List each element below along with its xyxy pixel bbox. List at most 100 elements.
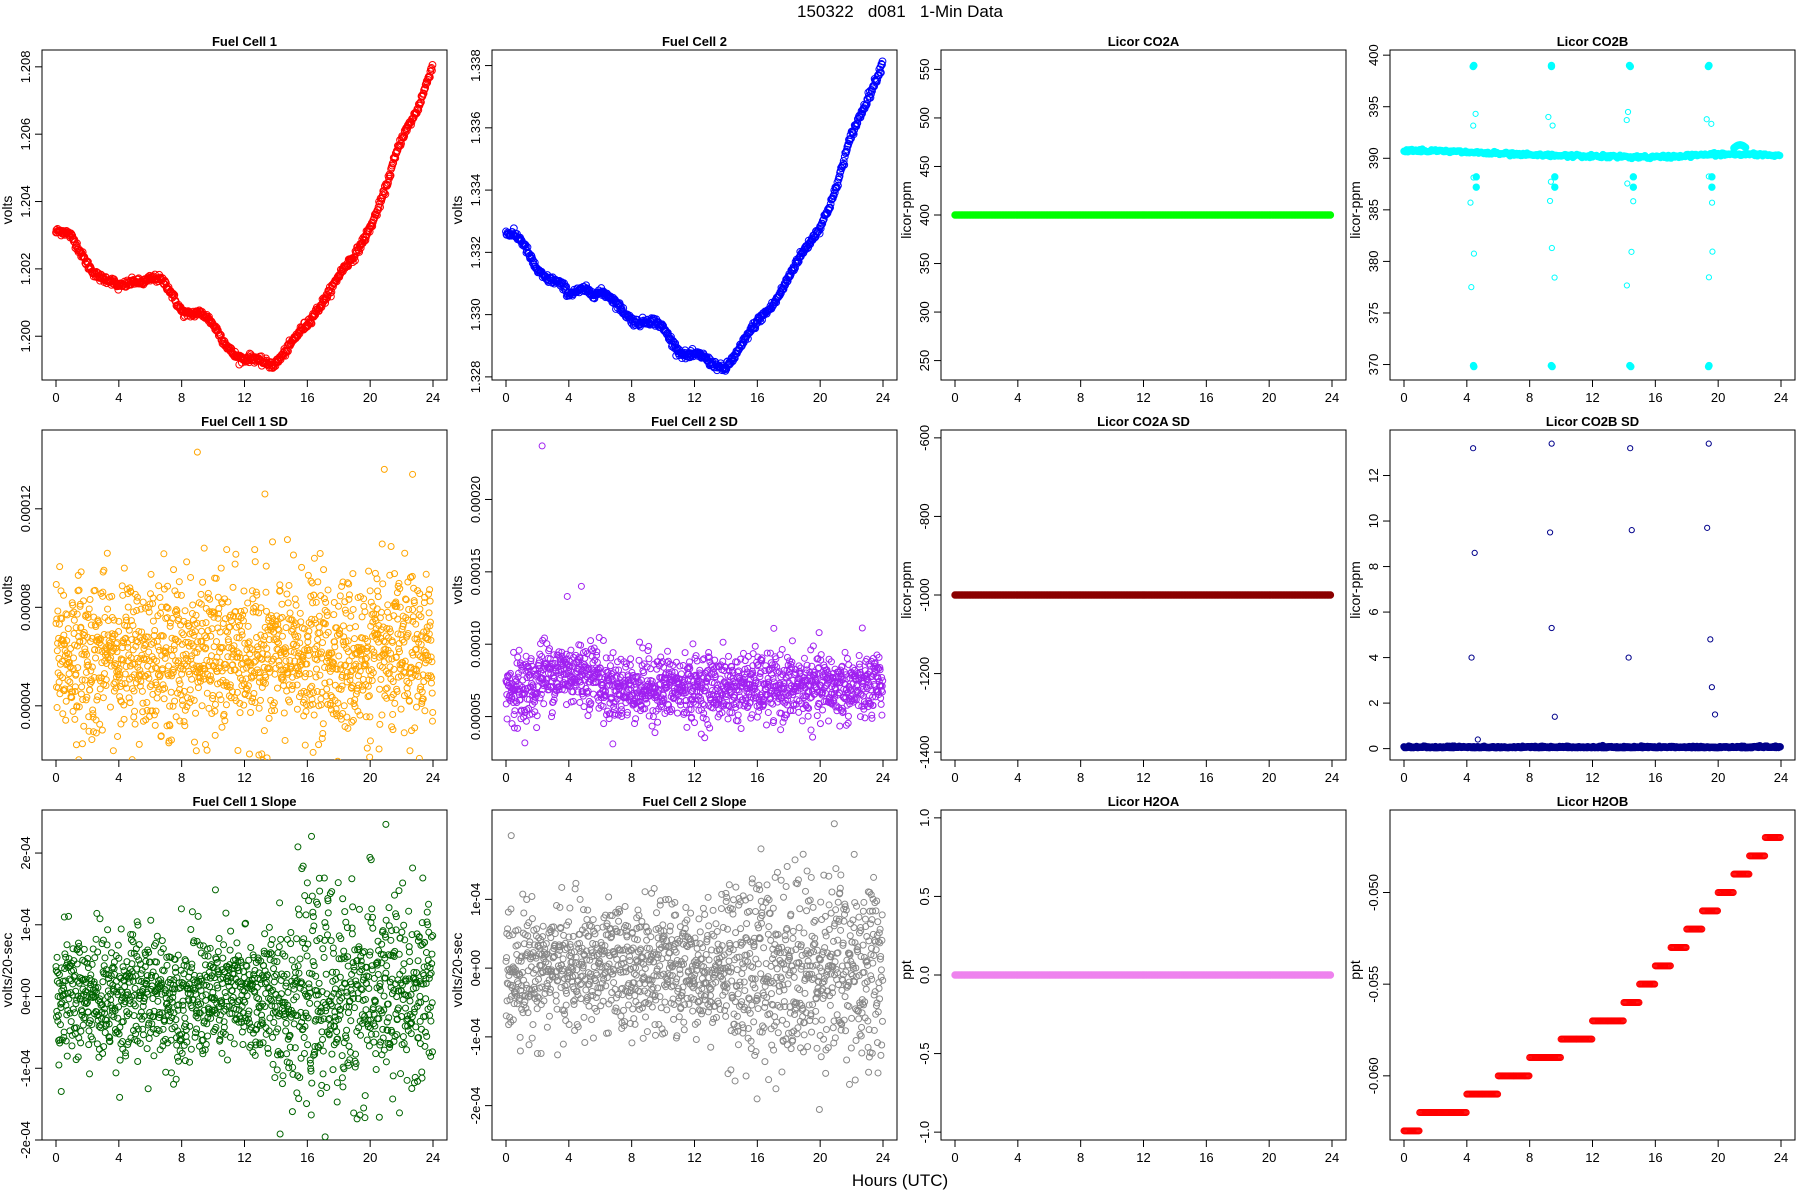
data-point [701,734,709,742]
data-point [223,546,231,554]
data-point [224,598,232,606]
data-point [406,747,414,755]
data-point [163,614,171,622]
y-tick-label: 0.00004 [18,682,33,729]
data-point [282,664,290,672]
data-point [236,699,244,707]
data-point [315,741,323,749]
data-point [375,638,383,646]
y-axis-label: volts [449,196,465,225]
data-point [402,595,410,603]
data-point [1470,122,1477,129]
data-point [1472,183,1480,191]
data-point [788,664,796,672]
data-point [737,655,745,663]
data-point [632,715,640,723]
data-point [1705,274,1713,281]
data-point [124,603,132,611]
data-point [1624,108,1632,116]
data-point [337,685,345,693]
data-point [816,224,825,233]
data-point [365,692,373,700]
data-point [375,745,383,753]
data-point [387,542,395,550]
data-point [704,667,712,675]
data-point [71,641,79,649]
data-point [1624,180,1631,187]
data-point [194,684,202,692]
data-point [533,724,541,732]
plot-frame [41,49,448,381]
data-point [638,662,646,670]
data-point [755,707,763,715]
data-point [342,609,350,617]
data-point [163,604,171,612]
data-point [171,587,179,595]
data-point [611,710,619,718]
data-point [798,717,806,725]
data-point [379,580,387,588]
data-point [221,615,229,623]
data-point [247,708,255,716]
data-point [304,638,312,646]
data-point [88,663,96,671]
panel-title: Fuel Cell 1 SD [201,414,288,429]
data-point [349,570,357,578]
data-point [704,674,712,682]
data-point [380,658,388,666]
data-point [415,754,423,760]
data-point [243,686,251,694]
data-point [1326,211,1335,219]
data-point [153,637,161,645]
x-tick-label: 16 [750,390,764,405]
data-point [159,665,167,673]
data-point [86,680,94,688]
data-points [52,60,437,372]
y-axis-label: licor-ppm [1347,181,1363,239]
y-tick-label: 0.00020 [468,476,483,523]
data-point [137,677,145,685]
data-point [386,625,394,633]
data-point [404,616,412,624]
data-point [209,691,217,699]
data-point [584,712,592,720]
data-point [649,713,657,721]
data-point [137,670,145,678]
data-point [278,600,286,608]
data-point [410,599,418,607]
data-point [160,695,168,703]
data-point [175,676,183,684]
data-point [96,720,104,728]
data-point [199,672,207,680]
x-tick-label: 12 [237,770,251,785]
data-point [787,707,795,715]
data-point [366,753,374,760]
data-point [369,618,377,626]
panel-title: Fuel Cell 2 SD [651,414,738,429]
data-point [249,672,257,680]
data-point [1708,183,1716,191]
y-tick-label: 250 [917,350,932,372]
data-point [602,654,610,662]
data-point [361,608,369,616]
data-point [112,684,120,692]
data-point [180,617,188,625]
data-point [210,613,218,621]
data-point [373,605,381,613]
data-point [643,663,651,671]
data-point [356,667,364,675]
data-point [307,577,315,585]
data-point [94,646,102,654]
data-point [197,677,205,685]
data-point [737,725,745,733]
data-point [819,706,827,714]
data-point [362,713,370,721]
data-point [414,672,422,680]
data-point [795,662,803,670]
data-point [312,665,320,673]
data-point [550,696,558,704]
data-point [215,605,223,613]
data-point [663,683,671,691]
data-point [278,632,286,640]
